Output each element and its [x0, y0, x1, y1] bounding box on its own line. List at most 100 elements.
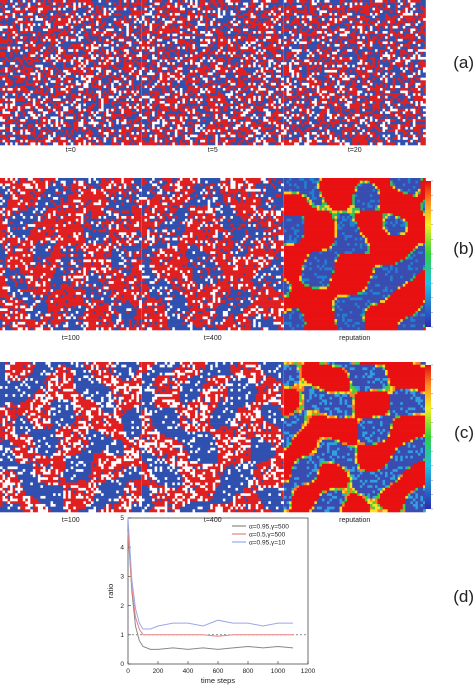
lattice-cell: [245, 119, 251, 122]
lattice-cell: [306, 36, 313, 40]
lattice-cell: [253, 132, 257, 135]
lattice-cell: [45, 38, 49, 42]
lattice-cell: [128, 106, 132, 110]
lattice-cell: [142, 132, 145, 135]
lattice-cell: [222, 62, 229, 66]
lattice-cell: [212, 20, 216, 24]
lattice-cell: [116, 121, 120, 125]
lattice-cell: [284, 54, 287, 58]
lattice-cell: [291, 2, 302, 6]
lattice-cell: [212, 119, 216, 122]
lattice-cell: [235, 69, 246, 73]
lattice-cell: [235, 67, 239, 71]
lattice-cell: [187, 82, 193, 86]
lattice-cell: [85, 44, 92, 47]
lattice-cell: [420, 54, 426, 58]
lattice-cell: [68, 12, 72, 16]
lattice-cell: [400, 59, 406, 63]
lattice-cell: [294, 18, 300, 22]
lattice-cell: [200, 62, 203, 66]
lattice-cell: [83, 93, 92, 97]
lattice-cell: [101, 46, 104, 50]
lattice-cell: [152, 44, 155, 47]
lattice-cell: [7, 31, 11, 34]
lattice-cell: [260, 33, 264, 37]
lattice-cell: [147, 7, 153, 11]
lattice-cell: [144, 124, 148, 128]
lattice-cell: [278, 103, 282, 107]
lattice-cell: [45, 85, 49, 89]
lattice-cell: [133, 88, 137, 91]
lattice-cell: [149, 36, 153, 40]
lattice-cell: [65, 5, 69, 9]
lattice-cell: [2, 88, 6, 91]
lattice-cell: [273, 15, 279, 19]
lattice-cell: [260, 12, 267, 16]
lattice-cell: [202, 77, 208, 81]
lattice-cell: [7, 119, 16, 122]
lattice-cell: [212, 121, 216, 125]
lattice-cell: [15, 119, 18, 122]
lattice-cell: [32, 126, 36, 130]
lattice-cell: [202, 82, 208, 86]
lattice-cell: [294, 54, 297, 58]
lattice-cell: [410, 0, 421, 3]
lattice-cell: [179, 88, 183, 91]
lattice-cell: [238, 72, 251, 76]
lattice-cell: [179, 108, 186, 112]
lattice-cell: [53, 0, 64, 3]
lattice-cell: [85, 72, 94, 76]
lattice-cell: [167, 137, 171, 141]
lattice-cell: [55, 54, 59, 58]
lattice-cell: [172, 80, 178, 84]
lattice-cell: [42, 54, 49, 58]
lattice-cell: [280, 12, 284, 16]
lattice-cell: [278, 20, 282, 24]
lattice-cell: [230, 82, 236, 86]
lattice-cell: [309, 38, 313, 42]
lattice-cell: [174, 85, 178, 89]
lattice-cell: [309, 59, 315, 63]
lattice-cell: [217, 103, 221, 107]
lattice-cell: [200, 72, 208, 76]
lattice-cell: [250, 12, 254, 16]
lattice-cell: [263, 59, 269, 63]
lattice-cell: [210, 56, 214, 60]
lattice-cell: [40, 15, 44, 19]
lattice-cell: [270, 64, 274, 68]
lattice-cell: [159, 54, 163, 58]
lattice-cell: [405, 59, 411, 63]
lattice-cell: [190, 93, 193, 97]
lattice-cell: [364, 31, 368, 34]
lattice-cell: [357, 38, 361, 42]
lattice-cell: [35, 126, 39, 130]
lattice-cell: [253, 62, 257, 66]
lattice-cell: [116, 88, 120, 91]
lattice-cell: [255, 5, 259, 9]
lattice-cell: [48, 88, 51, 91]
lattice-cell: [260, 98, 264, 102]
lattice-cell: [339, 49, 345, 53]
lattice-cell: [55, 88, 59, 91]
lattice-cell: [172, 142, 176, 146]
lattice-cell: [88, 82, 92, 86]
lattice-cell: [17, 93, 24, 97]
lattice-cell: [10, 103, 16, 107]
lattice-cell: [121, 77, 125, 81]
lattice-cell: [227, 38, 231, 42]
lattice-cell: [154, 116, 160, 120]
lattice-cell: [98, 88, 102, 91]
lattice-cell: [258, 85, 262, 89]
lattice-cell: [172, 126, 176, 130]
lattice-cell: [10, 106, 13, 110]
lattice-cell: [319, 5, 323, 9]
lattice-cell: [309, 54, 313, 58]
lattice-cell: [106, 85, 109, 89]
lattice-cell: [177, 67, 183, 71]
lattice-cell: [215, 88, 224, 91]
lattice-cell: [162, 23, 166, 27]
lattice-cell: [182, 62, 186, 66]
lattice-cell: [106, 124, 109, 128]
lattice-cell: [116, 23, 122, 27]
lattice-cell: [154, 36, 160, 40]
